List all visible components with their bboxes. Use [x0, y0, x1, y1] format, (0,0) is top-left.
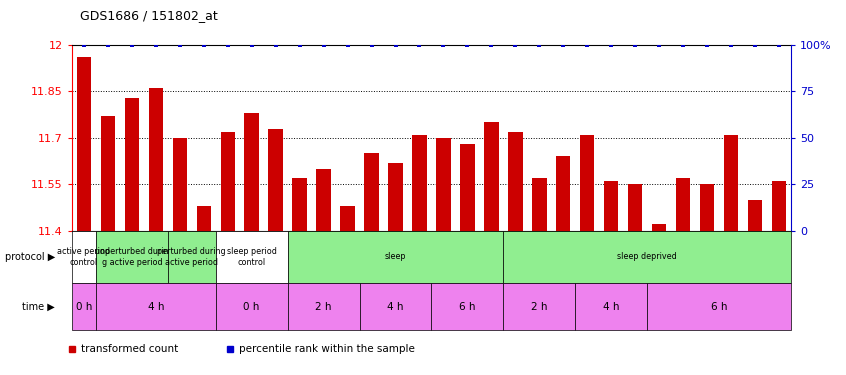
Bar [72, 283, 96, 330]
Point [460, 42, 474, 48]
Point [221, 42, 234, 48]
Bar [173, 138, 187, 231]
Text: time ▶: time ▶ [22, 302, 55, 312]
Point [508, 42, 522, 48]
Bar [700, 184, 714, 231]
Text: sleep deprived: sleep deprived [618, 252, 677, 261]
Text: 0 h: 0 h [75, 302, 92, 312]
Text: 6 h: 6 h [711, 302, 728, 312]
Bar [221, 132, 235, 231]
Point [388, 42, 403, 48]
Bar [101, 116, 115, 231]
Point [293, 42, 306, 48]
Bar [647, 283, 791, 330]
Point [749, 42, 762, 48]
Bar [772, 181, 786, 231]
Bar [244, 113, 259, 231]
Point [557, 42, 570, 48]
Bar [293, 178, 307, 231]
Bar [676, 178, 690, 231]
Point [724, 42, 738, 48]
Point [652, 42, 666, 48]
Text: 4 h: 4 h [147, 302, 164, 312]
Bar [628, 184, 642, 231]
Text: active period
control: active period control [58, 247, 110, 267]
Point [101, 42, 114, 48]
Text: perturbed during
active period: perturbed during active period [157, 247, 226, 267]
Bar [360, 283, 431, 330]
Point [437, 42, 450, 48]
Bar [556, 156, 570, 231]
Point [413, 42, 426, 48]
Bar [96, 283, 216, 330]
Bar [96, 231, 168, 283]
Bar [575, 283, 647, 330]
Text: 2 h: 2 h [531, 302, 547, 312]
Text: unperturbed durin
g active period: unperturbed durin g active period [95, 247, 168, 267]
Bar [365, 153, 379, 231]
Bar [484, 122, 498, 231]
Point [173, 42, 186, 48]
Bar [412, 135, 426, 231]
Point [677, 42, 690, 48]
Point [316, 42, 330, 48]
Text: GDS1686 / 151802_at: GDS1686 / 151802_at [80, 9, 218, 22]
Point [197, 42, 211, 48]
Bar [77, 57, 91, 231]
Bar [149, 88, 163, 231]
Point [700, 42, 714, 48]
Point [269, 42, 283, 48]
Text: sleep: sleep [385, 252, 406, 261]
Point [365, 42, 378, 48]
Text: 0 h: 0 h [244, 302, 260, 312]
Bar [216, 231, 288, 283]
Bar [532, 178, 547, 231]
Bar [580, 135, 595, 231]
Text: protocol ▶: protocol ▶ [5, 252, 55, 262]
Point [245, 42, 259, 48]
Point [125, 42, 139, 48]
Text: 4 h: 4 h [387, 302, 404, 312]
Bar [431, 283, 503, 330]
Bar [168, 231, 216, 283]
Point [533, 42, 547, 48]
Bar [268, 129, 283, 231]
Point [629, 42, 642, 48]
Point [341, 42, 354, 48]
Point [149, 42, 162, 48]
Text: 4 h: 4 h [603, 302, 619, 312]
Point [772, 42, 786, 48]
Bar [652, 224, 667, 231]
Bar [196, 206, 211, 231]
Point [604, 42, 618, 48]
Bar [503, 283, 575, 330]
Bar [604, 181, 618, 231]
Text: 2 h: 2 h [316, 302, 332, 312]
Text: 6 h: 6 h [459, 302, 475, 312]
Bar [437, 138, 451, 231]
Point [485, 42, 498, 48]
Bar [724, 135, 739, 231]
Bar [388, 162, 403, 231]
Bar [316, 169, 331, 231]
Bar [288, 231, 503, 283]
Point [580, 42, 594, 48]
Point [77, 42, 91, 48]
Bar [460, 144, 475, 231]
Bar [340, 206, 354, 231]
Text: transformed count: transformed count [80, 344, 178, 354]
Bar [748, 200, 762, 231]
Bar [288, 283, 360, 330]
Bar [72, 231, 96, 283]
Bar [503, 231, 791, 283]
Text: percentile rank within the sample: percentile rank within the sample [239, 344, 415, 354]
Text: sleep period
control: sleep period control [227, 247, 277, 267]
Bar [508, 132, 523, 231]
Bar [216, 283, 288, 330]
Bar [124, 98, 139, 231]
